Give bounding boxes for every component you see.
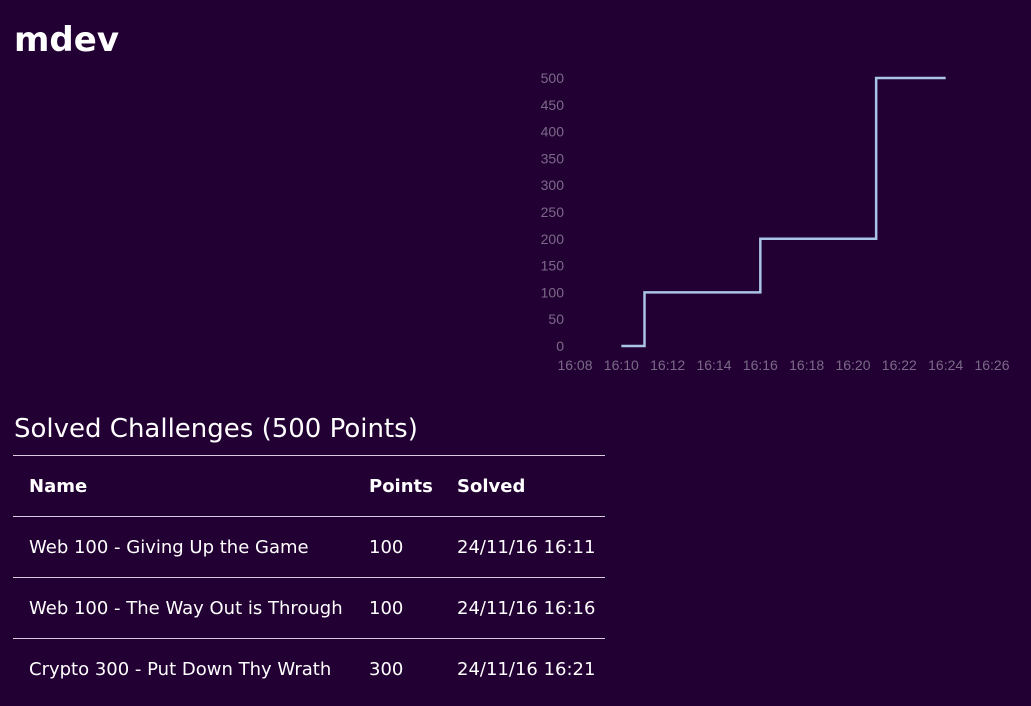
column-header-name: Name [13, 455, 353, 517]
table-header-row: Name Points Solved [13, 455, 605, 517]
solved-challenges-table: Name Points Solved Web 100 - Giving Up t… [13, 455, 605, 699]
x-tick-label: 16:12 [650, 357, 685, 373]
x-tick-label: 16:22 [882, 357, 917, 373]
solved-challenges-heading: Solved Challenges (500 Points) [14, 414, 418, 444]
table-row: Crypto 300 - Put Down Thy Wrath 300 24/1… [13, 638, 605, 699]
x-tick-label: 16:10 [604, 357, 639, 373]
challenge-name-cell: Crypto 300 - Put Down Thy Wrath [13, 638, 353, 699]
user-name-heading: mdev [14, 20, 119, 60]
challenge-points-cell: 100 [353, 516, 441, 578]
challenge-points-cell: 300 [353, 638, 441, 699]
x-tick-label: 16:18 [789, 357, 824, 373]
challenge-name-cell: Web 100 - The Way Out is Through [13, 577, 353, 639]
y-tick-label: 400 [541, 124, 565, 140]
challenge-name-cell: Web 100 - Giving Up the Game [13, 516, 353, 578]
table-row: Web 100 - Giving Up the Game 100 24/11/1… [13, 516, 605, 578]
y-tick-label: 0 [556, 338, 564, 354]
x-tick-label: 16:08 [557, 357, 592, 373]
x-tick-label: 16:26 [974, 357, 1009, 373]
y-tick-label: 100 [541, 284, 565, 300]
score-chart: 0 50 100 150 200 250 300 350 400 450 500 16:08 16:10… [520, 60, 1031, 380]
challenge-solved-cell: 24/11/16 16:16 [441, 577, 605, 639]
y-tick-label: 300 [541, 177, 565, 193]
challenge-solved-cell: 24/11/16 16:21 [441, 638, 605, 699]
challenge-points-cell: 100 [353, 577, 441, 639]
x-tick-label: 16:20 [835, 357, 870, 373]
y-tick-label: 450 [541, 97, 565, 113]
x-tick-label: 16:24 [928, 357, 963, 373]
y-tick-label: 350 [541, 150, 565, 166]
x-tick-label: 16:14 [696, 357, 731, 373]
table-row: Web 100 - The Way Out is Through 100 24/… [13, 577, 605, 639]
column-header-solved: Solved [441, 455, 605, 517]
y-tick-label: 50 [548, 311, 564, 327]
y-tick-label: 200 [541, 231, 565, 247]
y-tick-label: 150 [541, 258, 565, 274]
score-chart-svg: 0 50 100 150 200 250 300 350 400 450 500 16:08 16:10… [541, 70, 1010, 373]
y-tick-label: 250 [541, 204, 565, 220]
score-series-line [621, 76, 946, 348]
challenge-solved-cell: 24/11/16 16:11 [441, 516, 605, 578]
y-tick-label: 500 [541, 70, 565, 86]
column-header-points: Points [353, 455, 441, 517]
x-tick-label: 16:16 [743, 357, 778, 373]
